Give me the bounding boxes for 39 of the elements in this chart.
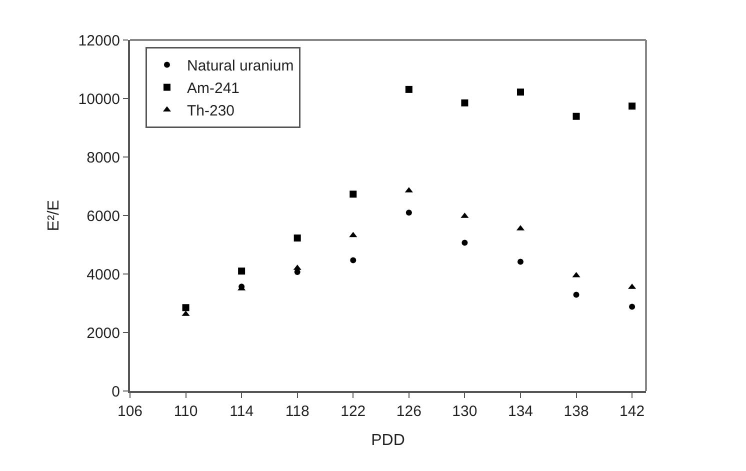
x-tick-label: 130 bbox=[452, 403, 478, 420]
x-tick-label: 122 bbox=[340, 403, 366, 420]
point bbox=[294, 234, 301, 242]
point bbox=[461, 99, 468, 106]
y-tick-label: 6000 bbox=[86, 208, 120, 225]
y-tick-label: 10000 bbox=[78, 90, 120, 108]
legend-label: Th-230 bbox=[186, 102, 235, 120]
x-tick-label: 138 bbox=[564, 403, 589, 420]
point bbox=[406, 210, 412, 216]
x-tick-label: 142 bbox=[620, 403, 645, 420]
x-axis-title: PDD bbox=[371, 432, 405, 450]
y-axis-title: E²/E bbox=[46, 200, 63, 232]
point bbox=[350, 190, 357, 198]
y-tick-label: 8000 bbox=[86, 149, 120, 166]
y-tick-label: 0 bbox=[112, 383, 120, 400]
x-tick-label: 126 bbox=[396, 403, 422, 420]
legend-label: Am-241 bbox=[186, 80, 240, 98]
y-tick-label: 4000 bbox=[86, 266, 120, 284]
point bbox=[238, 268, 246, 275]
point bbox=[573, 292, 580, 298]
point bbox=[629, 304, 636, 310]
x-tick-label: 114 bbox=[230, 403, 254, 420]
x-tick-label: 118 bbox=[285, 403, 310, 420]
legend-label: Natural uranium bbox=[186, 58, 294, 75]
y-tick-label: 12000 bbox=[78, 32, 120, 50]
point bbox=[182, 304, 190, 312]
x-tick-label: 106 bbox=[117, 403, 143, 420]
y-tick-label: 2000 bbox=[86, 324, 120, 342]
point bbox=[516, 88, 524, 96]
point bbox=[462, 240, 468, 246]
point bbox=[628, 102, 636, 110]
point bbox=[349, 232, 358, 238]
point bbox=[350, 257, 356, 264]
x-tick-label: 134 bbox=[508, 403, 534, 420]
point bbox=[517, 258, 524, 265]
point bbox=[572, 272, 580, 278]
point bbox=[405, 86, 412, 93]
x-tick-label: 110 bbox=[174, 403, 198, 420]
point bbox=[572, 112, 580, 120]
